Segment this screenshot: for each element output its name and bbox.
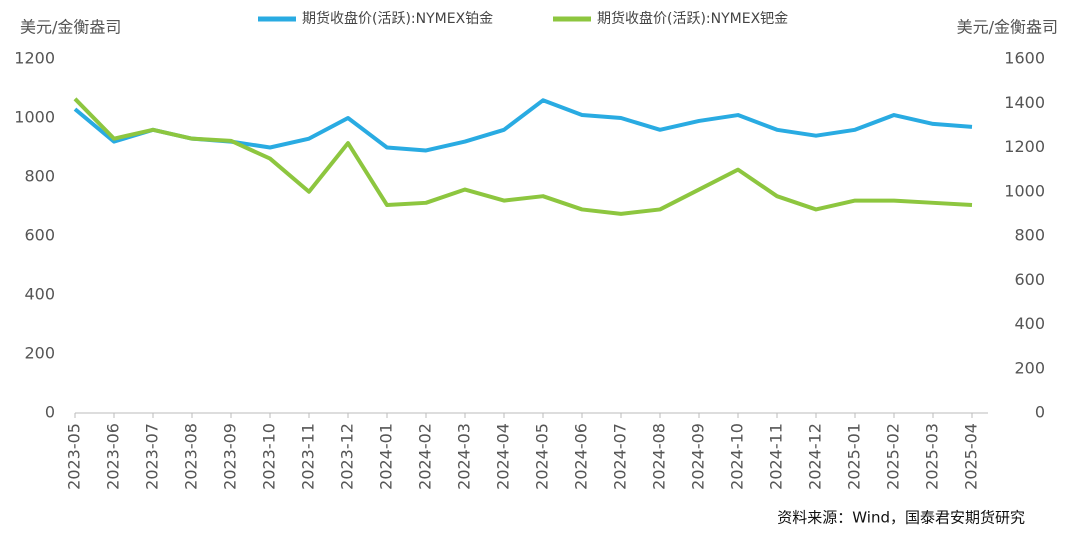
- x-tick-label: 2025-01: [845, 423, 864, 490]
- y-tick-label: 200: [24, 344, 55, 363]
- legend-label: 期货收盘价(活跃):NYMEX钯金: [597, 10, 788, 27]
- line-series: [73, 98, 973, 153]
- x-tick-label: 2024-05: [533, 423, 552, 490]
- y-tick-label: 600: [24, 226, 55, 245]
- y2-tick-label: 600: [1014, 270, 1045, 289]
- line-series: [73, 97, 973, 216]
- y2-tick-label: 1000: [1004, 181, 1045, 200]
- x-tick-label: 2023-11: [299, 423, 318, 490]
- x-tick-label: 2024-02: [416, 423, 435, 490]
- x-tick-label: 2024-04: [494, 423, 513, 490]
- x-tick-label: 2023-12: [338, 423, 357, 490]
- y-tick-label: 1000: [14, 108, 55, 127]
- x-tick-label: 2024-06: [572, 423, 591, 490]
- x-tick-label: 2023-05: [65, 423, 84, 490]
- x-tick-label: 2024-03: [455, 423, 474, 490]
- y2-tick-label: 800: [1014, 226, 1045, 245]
- y2-tick-label: 1200: [1004, 137, 1045, 156]
- x-tick-label: 2024-09: [689, 423, 708, 490]
- y-tick-label: 800: [24, 167, 55, 186]
- x-tick-label: 2025-04: [962, 423, 981, 490]
- y-tick-label: 400: [24, 285, 55, 304]
- y2-tick-label: 0: [1035, 403, 1045, 422]
- x-tick-label: 2023-06: [104, 423, 123, 490]
- x-tick-label: 2024-07: [611, 423, 630, 490]
- x-tick-label: 2024-01: [377, 423, 396, 490]
- y-axis-label: 美元/金衡盎司: [20, 18, 121, 37]
- x-tick-label: 2024-12: [806, 423, 825, 490]
- y2-axis-label: 美元/金衡盎司: [957, 18, 1058, 37]
- x-tick-label: 2023-07: [143, 423, 162, 490]
- y-tick-label: 0: [45, 403, 55, 422]
- y2-tick-label: 1600: [1004, 49, 1045, 68]
- x-tick-label: 2025-02: [884, 423, 903, 490]
- legend-label: 期货收盘价(活跃):NYMEX铂金: [302, 10, 493, 27]
- y2-tick-label: 1400: [1004, 93, 1045, 112]
- x-tick-label: 2024-10: [728, 423, 747, 490]
- x-tick-label: 2023-10: [260, 423, 279, 490]
- x-tick-label: 2023-09: [221, 423, 240, 490]
- y2-tick-label: 200: [1014, 358, 1045, 377]
- x-tick-label: 2025-03: [923, 423, 942, 490]
- y-tick-label: 1200: [14, 49, 55, 68]
- x-tick-label: 2024-08: [650, 423, 669, 490]
- source: 资料来源：Wind，国泰君安期货研究: [777, 509, 1025, 527]
- x-tick-label: 2024-11: [767, 423, 786, 490]
- x-tick-label: 2023-08: [182, 423, 201, 490]
- y2-tick-label: 400: [1014, 314, 1045, 333]
